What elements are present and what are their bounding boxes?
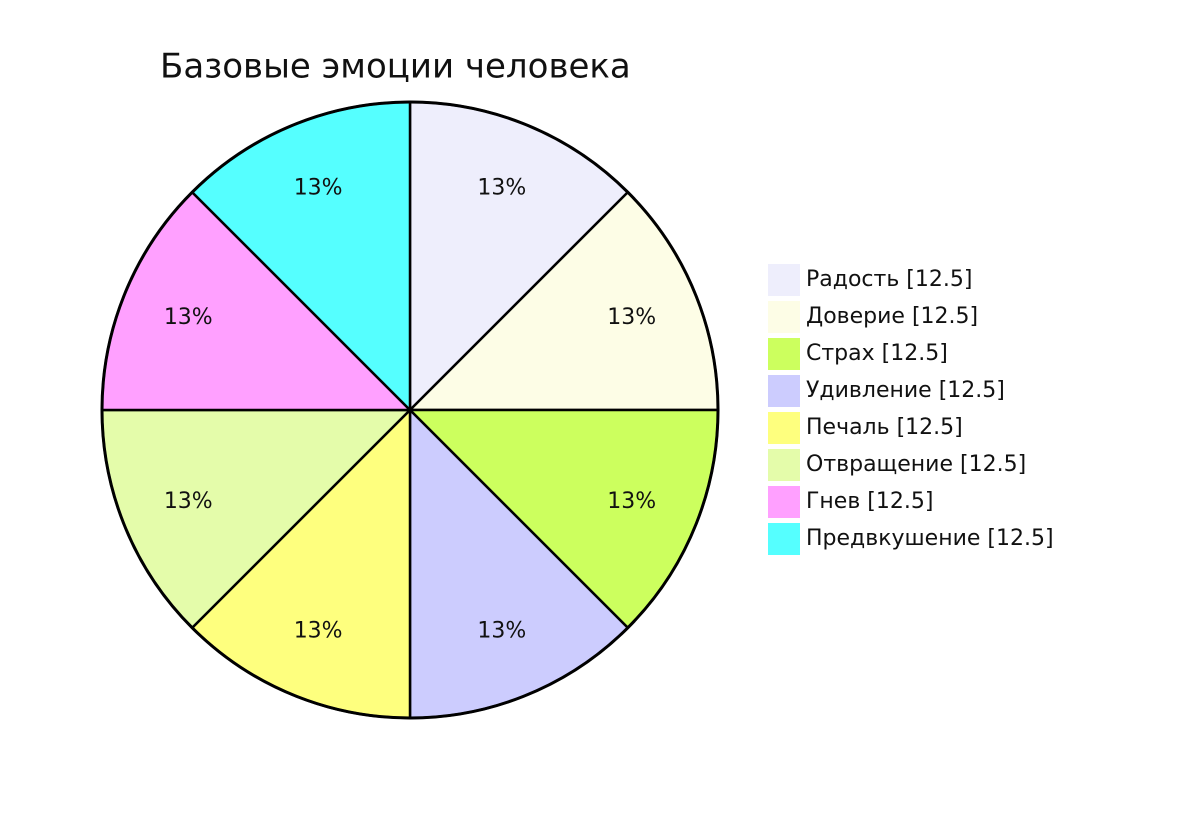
data-label: 13% — [477, 619, 526, 644]
data-label: 13% — [294, 619, 343, 644]
legend-label: Страх [12.5] — [806, 341, 948, 366]
legend-label: Отвращение [12.5] — [806, 452, 1026, 477]
legend-label: Печаль [12.5] — [806, 415, 963, 440]
legend-swatch — [768, 301, 800, 333]
legend-label: Доверие [12.5] — [806, 304, 978, 329]
data-label: 13% — [607, 489, 656, 514]
legend-label: Радость [12.5] — [806, 267, 972, 292]
legend-swatch — [768, 486, 800, 518]
legend-swatch — [768, 264, 800, 296]
legend-swatch — [768, 338, 800, 370]
legend-swatch — [768, 375, 800, 407]
data-label: 13% — [607, 305, 656, 330]
legend-swatch — [768, 412, 800, 444]
pie-outline — [100, 100, 720, 720]
data-label: 13% — [164, 489, 213, 514]
legend-swatch — [768, 523, 800, 555]
data-label: 13% — [477, 175, 526, 200]
legend-swatch — [768, 449, 800, 481]
chart-title: Базовые эмоции человека — [160, 47, 631, 87]
legend-label: Предвкушение [12.5] — [806, 526, 1054, 551]
legend-label: Гнев [12.5] — [806, 489, 933, 514]
legend-label: Удивление [12.5] — [806, 378, 1005, 403]
data-label: 13% — [294, 175, 343, 200]
data-label: 13% — [164, 305, 213, 330]
